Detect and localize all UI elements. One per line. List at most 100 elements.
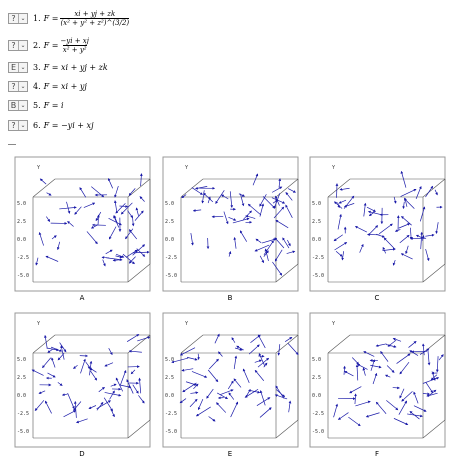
vector-arrow xyxy=(420,231,424,250)
vector-arrow xyxy=(112,258,121,262)
vector-arrow xyxy=(208,416,216,422)
answer-select[interactable]: ? ⌄ xyxy=(8,81,28,92)
vector-plot: Y 5.0 2.5 0.0 -2.5 -5.0 D xyxy=(14,312,151,458)
vector-arrow xyxy=(132,384,139,394)
vector-arrow xyxy=(208,358,219,370)
vector-arrow xyxy=(287,188,296,193)
formula: F = xi + yj xyxy=(43,82,87,91)
vector-arrow xyxy=(363,351,375,357)
axis-tick-label: 2.5 xyxy=(312,375,321,381)
denominator: x² + y² xyxy=(62,45,87,54)
vector-arrow xyxy=(195,406,211,417)
vector-arrow xyxy=(57,353,65,361)
numerator: −yi + xj xyxy=(60,37,89,45)
plot-frame xyxy=(162,156,299,292)
vector-arrow xyxy=(113,200,117,211)
vector-arrow xyxy=(139,173,143,187)
plot-label: F xyxy=(375,450,379,458)
vector-arrow xyxy=(256,397,271,406)
vector-arrow xyxy=(285,191,293,201)
vector-arrow xyxy=(108,348,113,356)
answer-select[interactable]: ? ⌄ xyxy=(8,40,28,51)
vector-arrow xyxy=(190,233,194,246)
vector-arrow xyxy=(216,402,227,413)
vector-arrow xyxy=(421,234,425,241)
vector-plot: Y 5.0 2.5 0.0 -2.5 -5.0 C xyxy=(309,156,446,302)
select-arrow: ⌄ xyxy=(18,14,27,23)
vector-arrow xyxy=(258,353,266,367)
vector-arrow xyxy=(255,238,262,243)
axis-tick-label: -5.0 xyxy=(165,273,177,279)
answer-select[interactable]: ? ⌄ xyxy=(8,13,28,24)
vector-arrow xyxy=(115,203,126,214)
vector-arrow xyxy=(83,202,96,208)
answer-select[interactable]: ? ⌄ xyxy=(8,120,28,131)
select-arrow: ⌄ xyxy=(18,101,27,110)
vector-arrow xyxy=(47,349,53,353)
vector-arrow xyxy=(413,405,427,412)
vector-arrow xyxy=(61,393,68,397)
vector-arrow xyxy=(138,395,145,404)
vector-arrow xyxy=(207,196,211,204)
vector-arrow xyxy=(191,187,203,195)
plot-frame xyxy=(14,312,151,448)
vector-arrow xyxy=(262,196,276,209)
vector-arrow xyxy=(287,239,291,247)
vector-arrow xyxy=(392,259,396,266)
vector-arrow xyxy=(38,390,46,394)
vector-arrow xyxy=(138,377,142,394)
plot-label: B xyxy=(228,294,233,302)
vector-arrow xyxy=(108,218,122,226)
vector-arrow xyxy=(259,407,272,418)
vector-arrow xyxy=(400,188,417,197)
vector-arrow xyxy=(120,370,127,386)
question-row: ? ⌄ 4. F = xi + yj xyxy=(8,81,89,92)
vector-arrow xyxy=(284,336,293,342)
answer-select[interactable]: B ⌄ xyxy=(8,100,28,111)
vector-arrow xyxy=(271,197,286,204)
axis-tick-label: -5.0 xyxy=(165,429,177,435)
cube-edge xyxy=(180,334,204,354)
vector-arrow xyxy=(376,233,385,238)
vector-arrow xyxy=(382,247,396,251)
numerator: xi + yj + zk xyxy=(74,10,116,18)
axis-name: Y xyxy=(185,165,188,171)
vector-arrow xyxy=(216,392,229,399)
vector-arrow xyxy=(372,372,378,385)
axis-tick-label: -2.5 xyxy=(312,411,324,417)
fraction: −yi + xj x² + y² xyxy=(60,37,89,54)
vector-arrow xyxy=(104,362,114,367)
vector-arrow xyxy=(79,187,87,198)
vector-arrow xyxy=(273,206,285,219)
vector-arrow xyxy=(383,237,396,250)
vector-arrow xyxy=(263,250,269,257)
vector-arrow xyxy=(122,253,135,265)
vector-arrow xyxy=(192,209,202,212)
vector-arrow xyxy=(263,240,274,255)
select-arrow: ⌄ xyxy=(18,82,27,91)
vector-arrow xyxy=(221,194,229,200)
formula-lhs: F = xyxy=(43,41,59,50)
vector-arrow xyxy=(38,231,44,246)
select-value: ? xyxy=(11,82,16,91)
question-number: 5. xyxy=(33,101,41,110)
vector-arrow xyxy=(96,400,111,410)
vector-arrow xyxy=(438,354,444,361)
question-number: 3. xyxy=(33,63,41,72)
axis-tick-label: 2.5 xyxy=(165,219,174,225)
vector-arrow xyxy=(105,249,113,255)
vector-arrow xyxy=(227,380,234,390)
answer-select[interactable]: E ⌄ xyxy=(8,62,28,73)
select-value: ? xyxy=(11,41,16,50)
vector-arrow xyxy=(411,350,428,354)
cube-edge xyxy=(327,334,351,354)
vector-arrow xyxy=(386,400,399,411)
vector-arrow xyxy=(254,369,265,381)
question-row: ? ⌄ 6. F = −yi + xj xyxy=(8,120,96,131)
axis-tick-label: -2.5 xyxy=(165,411,177,417)
vector-arrow xyxy=(355,364,359,381)
vector-arrow xyxy=(275,389,286,398)
vector-arrow xyxy=(407,413,423,418)
vector-arrow xyxy=(67,220,74,227)
